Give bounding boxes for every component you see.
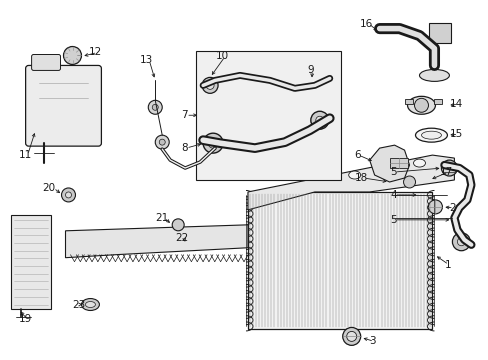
Text: 9: 9 — [307, 66, 314, 76]
Text: 11: 11 — [19, 150, 32, 160]
Text: 10: 10 — [216, 51, 229, 62]
Text: 5: 5 — [389, 167, 396, 177]
Circle shape — [65, 192, 71, 198]
Circle shape — [414, 98, 427, 112]
Text: 8: 8 — [181, 143, 188, 153]
Circle shape — [441, 160, 456, 176]
Circle shape — [456, 238, 465, 246]
Bar — [428, 23, 450, 42]
Text: 1: 1 — [444, 260, 450, 270]
Circle shape — [427, 200, 442, 214]
Text: 7: 7 — [181, 110, 188, 120]
Bar — [11, 215, 50, 310]
Text: 21: 21 — [155, 213, 168, 223]
Circle shape — [346, 332, 356, 341]
Ellipse shape — [415, 128, 447, 142]
Bar — [443, 164, 454, 172]
Circle shape — [208, 138, 218, 148]
Text: 14: 14 — [448, 99, 462, 109]
Text: 2: 2 — [448, 203, 455, 213]
Circle shape — [155, 135, 169, 149]
Polygon shape — [369, 145, 408, 182]
Text: 12: 12 — [88, 48, 102, 58]
Text: 16: 16 — [359, 19, 372, 28]
Ellipse shape — [413, 159, 425, 167]
FancyBboxPatch shape — [32, 54, 61, 71]
Ellipse shape — [419, 69, 448, 81]
Ellipse shape — [85, 302, 95, 307]
Text: 15: 15 — [448, 129, 462, 139]
Polygon shape — [247, 155, 453, 210]
Circle shape — [310, 111, 328, 129]
Polygon shape — [65, 225, 247, 258]
Ellipse shape — [348, 171, 360, 179]
Text: 17: 17 — [439, 167, 452, 177]
Bar — [389, 158, 407, 168]
Text: 5: 5 — [389, 215, 396, 225]
Circle shape — [61, 188, 75, 202]
Circle shape — [342, 328, 360, 345]
Circle shape — [148, 100, 162, 114]
FancyBboxPatch shape — [25, 66, 101, 146]
Bar — [247, 192, 431, 329]
Text: 19: 19 — [19, 314, 32, 324]
Text: 22: 22 — [175, 233, 188, 243]
Circle shape — [315, 116, 323, 124]
Text: 4: 4 — [389, 190, 396, 200]
Circle shape — [152, 104, 158, 110]
Ellipse shape — [383, 164, 395, 172]
Circle shape — [205, 81, 214, 89]
Bar — [433, 99, 442, 104]
Text: 3: 3 — [369, 336, 375, 346]
Bar — [404, 99, 412, 104]
Ellipse shape — [81, 298, 99, 310]
Circle shape — [63, 46, 81, 64]
Circle shape — [172, 219, 184, 231]
Text: 18: 18 — [354, 173, 367, 183]
Ellipse shape — [421, 131, 441, 139]
Circle shape — [451, 233, 469, 251]
Bar — [196, 50, 340, 180]
Text: 6: 6 — [353, 150, 360, 160]
Circle shape — [403, 176, 415, 188]
Circle shape — [202, 77, 218, 93]
Text: 20: 20 — [42, 183, 56, 193]
Circle shape — [203, 133, 223, 153]
Text: 23: 23 — [72, 300, 85, 310]
Ellipse shape — [407, 96, 435, 114]
Text: 13: 13 — [140, 55, 153, 66]
Circle shape — [159, 139, 165, 145]
